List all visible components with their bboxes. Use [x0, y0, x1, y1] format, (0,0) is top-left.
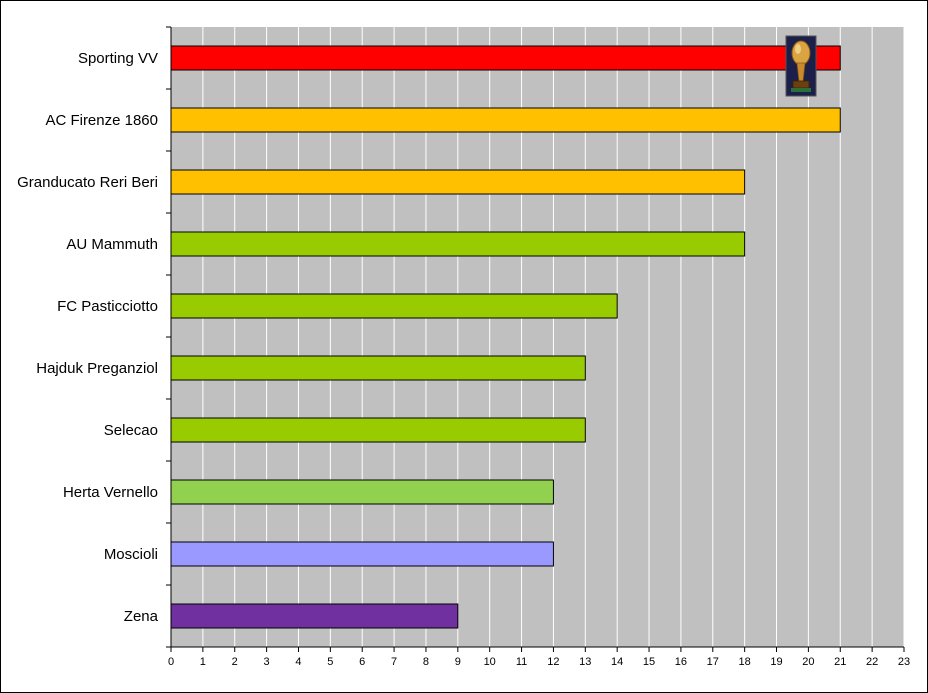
x-tick-label: 5 [327, 656, 333, 668]
x-tick-label: 19 [770, 656, 782, 668]
category-label: Granducato Reri Beri [17, 174, 158, 191]
x-tick-label: 21 [834, 656, 846, 668]
category-label: Zena [124, 608, 159, 625]
x-tick-label: 11 [516, 656, 527, 668]
x-tick-label: 7 [391, 656, 397, 668]
x-tick-label: 1 [200, 656, 206, 668]
bar [170, 169, 746, 195]
category-label: Moscioli [104, 546, 158, 563]
x-tick-label: 17 [707, 656, 719, 668]
x-tick-label: 16 [675, 656, 687, 668]
bar [170, 293, 618, 319]
bar [170, 231, 746, 257]
bar [170, 355, 586, 381]
bar [170, 541, 554, 567]
x-tick-label: 14 [611, 656, 623, 668]
bar [170, 603, 459, 629]
category-label: FC Pasticciotto [57, 298, 158, 315]
x-tick-label: 10 [484, 656, 496, 668]
category-label: Sporting VV [78, 50, 158, 67]
category-label: AU Mammuth [66, 236, 158, 253]
x-tick-label: 13 [579, 656, 591, 668]
trophy-icon [785, 35, 817, 97]
bar [170, 45, 841, 71]
x-tick-label: 15 [643, 656, 655, 668]
x-tick-label: 12 [547, 656, 559, 668]
category-label: AC Firenze 1860 [45, 112, 158, 129]
bar [170, 107, 841, 133]
x-tick-label: 0 [168, 656, 174, 668]
category-label: Selecao [104, 422, 158, 439]
category-labels: Sporting VV AC Firenze 1860 Granducato Rer… [17, 50, 159, 625]
x-tick-label: 6 [359, 656, 365, 668]
x-tick-label: 8 [423, 656, 429, 668]
x-tick-label: 2 [232, 656, 238, 668]
x-tick-label: 22 [866, 656, 878, 668]
x-tick-labels: 0 1 2 3 4 5 6 7 8 9 10 11 12 13 14 15 16 17 18 19 20 21 22 23 [168, 656, 910, 668]
x-tick-label: 20 [802, 656, 814, 668]
x-tick-label: 18 [739, 656, 751, 668]
x-tick-label: 9 [455, 656, 461, 668]
bar [170, 479, 554, 505]
x-tick-label: 3 [264, 656, 270, 668]
x-tick-label: 23 [898, 656, 910, 668]
x-tick-label: 4 [295, 656, 301, 668]
category-label: Hajduk Preganziol [36, 360, 158, 377]
category-label: Herta Vernello [63, 484, 158, 501]
bar [170, 417, 586, 443]
axes [166, 26, 905, 652]
